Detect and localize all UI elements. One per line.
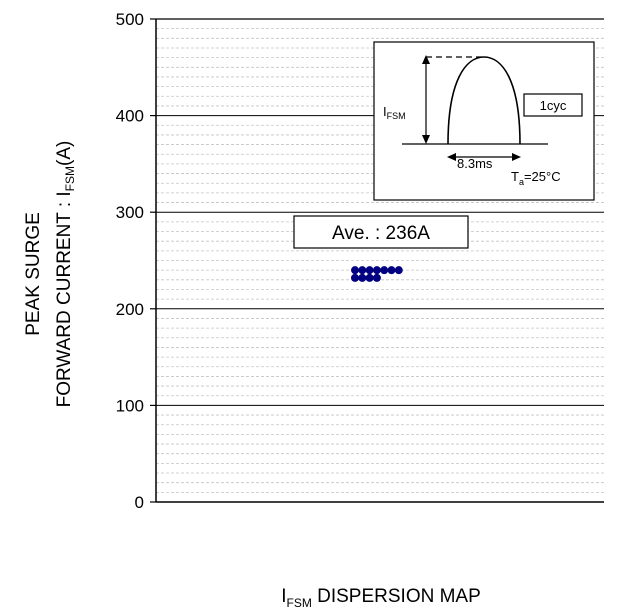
data-point xyxy=(372,266,381,275)
average-annotation: Ave. : 236A xyxy=(293,215,469,249)
inset-cycle-label: 1cyc xyxy=(540,98,567,113)
inset-time-arrowhead-left xyxy=(447,153,456,161)
inset-half-sine-wave xyxy=(447,56,521,145)
inset-cycle-box xyxy=(523,93,583,117)
inset-ifsm-label: IFSM xyxy=(383,104,406,121)
data-point xyxy=(380,266,389,275)
y-tick-label: 0 xyxy=(135,493,144,512)
data-point xyxy=(358,273,367,282)
y-tick-label: 300 xyxy=(116,203,144,222)
data-point xyxy=(351,273,359,282)
inset-ifsm-arrowhead-top xyxy=(422,55,430,64)
data-point xyxy=(387,266,396,275)
y-tick-label: 100 xyxy=(116,396,144,415)
inset-time-label: 8.3ms xyxy=(457,156,493,171)
data-point xyxy=(365,273,374,282)
data-point xyxy=(394,266,403,275)
y-tick-label: 400 xyxy=(116,107,144,126)
average-label-box xyxy=(293,215,469,249)
inset-frame xyxy=(373,41,595,201)
y-tick-label: 500 xyxy=(116,10,144,29)
y-axis-ticks: 0 100 200 300 400 500 xyxy=(116,10,156,512)
data-point xyxy=(358,266,367,275)
x-axis-title: IFSM DISPERSION MAP xyxy=(281,586,481,610)
data-point xyxy=(365,266,374,275)
surge-waveform-inset: IFSM 1cyc 8.3ms Ta=25°C xyxy=(373,41,595,201)
data-point xyxy=(372,273,381,282)
y-axis-title-line2: FORWARD CURRENT : IFSM(A) xyxy=(54,141,77,408)
data-points xyxy=(351,266,403,282)
inset-temperature-label: Ta=25°C xyxy=(511,169,561,187)
average-label: Ave. : 236A xyxy=(332,223,430,244)
inset-time-arrowhead-right xyxy=(512,153,521,161)
plot-frame xyxy=(155,18,604,503)
y-axis-title-line1: PEAK SURGE xyxy=(23,212,44,336)
inset-ifsm-arrowhead-bottom xyxy=(422,135,430,144)
y-tick-label: 200 xyxy=(116,300,144,319)
data-point xyxy=(351,266,359,275)
